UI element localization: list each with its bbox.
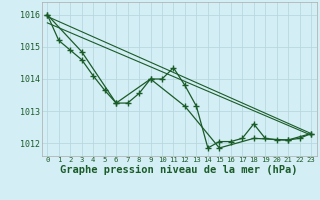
X-axis label: Graphe pression niveau de la mer (hPa): Graphe pression niveau de la mer (hPa) xyxy=(60,165,298,175)
